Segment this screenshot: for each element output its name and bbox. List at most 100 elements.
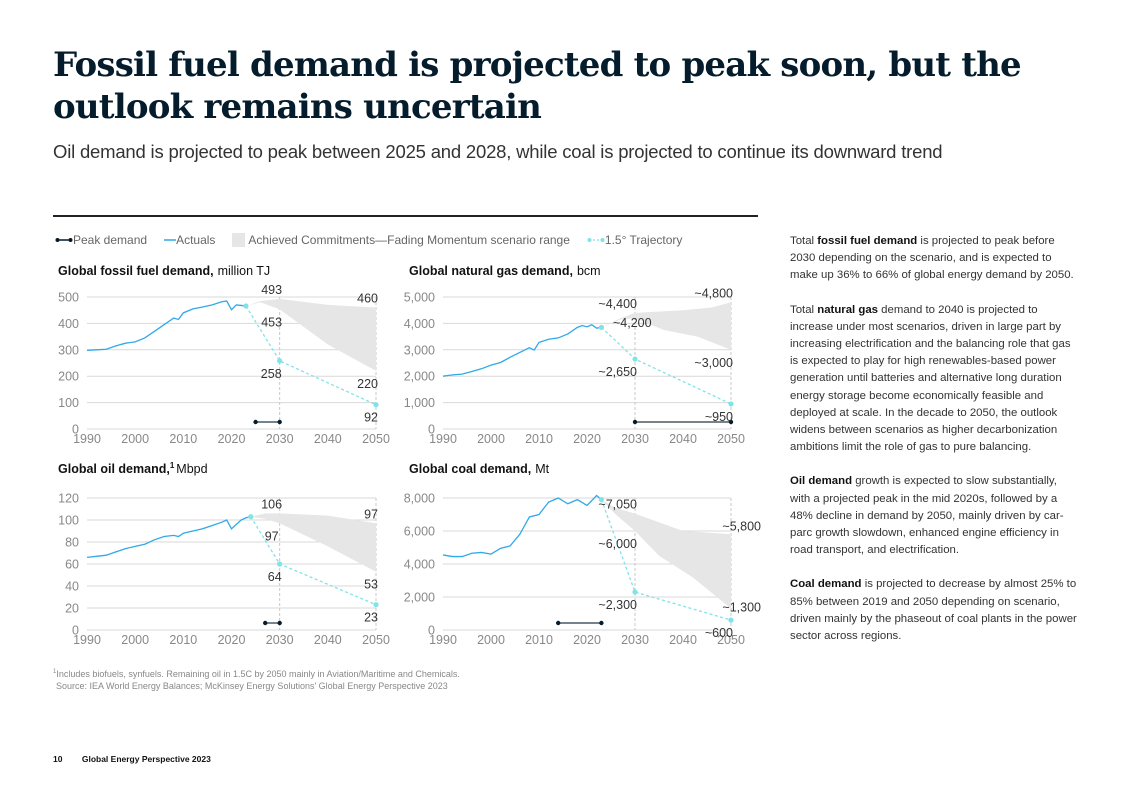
data-label: 23 [364,611,378,625]
footnote-text: Includes biofuels, synfuels. Remaining o… [56,669,460,679]
publication-name: Global Energy Perspective 2023 [81,754,211,764]
x-tick-label: 2010 [525,432,553,446]
chart-title: Global coal demand, Mt [409,462,550,476]
y-tick-label: 400 [58,317,79,331]
y-tick-label: 5,000 [404,291,435,305]
chart-unit: million TJ [218,264,271,278]
x-tick-label: 2020 [218,432,246,446]
data-label: 258 [261,367,282,381]
para-text: Total [790,303,818,316]
data-label: ~600 [705,626,733,640]
data-label: ~950 [705,410,733,424]
para-bold: natural gas [817,303,879,316]
chart-title-footnote-marker: 1 [170,461,175,470]
x-tick-label: 2010 [169,432,197,446]
y-tick-label: 300 [58,343,79,357]
data-label: ~7,050 [598,498,637,512]
x-tick-label: 2030 [266,633,294,647]
trajectory-point [728,617,734,623]
sidebar-paragraph-coal: Coal demand is projected to decrease by … [790,576,1080,645]
trajectory-point [632,356,638,362]
peak-demand-icon [55,238,73,242]
trajectory-line [245,305,377,406]
trajectory-point [243,303,249,309]
data-label: 493 [261,283,282,297]
data-label: 92 [364,411,378,425]
trajectory-point [373,402,379,408]
x-tick-label: 2020 [573,432,601,446]
x-tick-label: 2030 [621,432,649,446]
data-label: ~5,800 [722,519,761,533]
chart-fossil: Global fossil fuel demand, million TJ 0 100… [58,264,390,446]
chart-legend: Peak demand Actuals Achieved Commitments… [55,233,699,247]
footnote: 1Includes biofuels, synfuels. Remaining … [53,667,460,692]
legend-label-actuals: Actuals [176,233,216,247]
trajectory-point [728,401,734,407]
x-tick-label: 2040 [314,432,342,446]
actuals-line [86,300,247,351]
x-tick-label: 1990 [73,432,101,446]
data-label: ~4,400 [598,297,637,311]
y-tick-label: 200 [58,370,79,384]
x-tick-label: 2020 [218,633,246,647]
sidebar-paragraph-fossil: Total fossil fuel demand is projected to… [790,233,1080,285]
x-tick-label: 2010 [169,633,197,647]
x-tick-label: 2050 [717,633,745,647]
data-label: 453 [261,315,282,329]
footnote-source: Source: IEA World Energy Balances; McKin… [56,680,448,691]
x-tick-label: 2040 [669,432,697,446]
chart-unit: bcm [577,264,601,278]
y-tick-label: 60 [65,558,79,572]
page-title: Fossil fuel demand is projected to peak … [53,45,1022,127]
para-text: demand to 2040 is projected to increase … [790,303,1071,454]
chart-title: Global fossil fuel demand, million TJ [58,264,270,278]
data-label: 64 [268,570,282,584]
para-bold: fossil fuel demand [817,235,918,247]
peak-demand-endpoint [632,419,638,425]
y-tick-label: 500 [58,291,79,305]
y-tick-label: 40 [65,580,79,594]
data-label: ~4,800 [694,286,733,300]
peak-demand-endpoint [599,620,604,626]
legend-label-trajectory: 1.5° Trajectory [604,233,683,247]
x-tick-label: 2000 [121,633,149,647]
chart-oil: Global oil demand,1 Mbpd02040608010012019… [58,461,390,647]
sidebar-commentary: Total fossil fuel demand is projected to… [790,233,1080,662]
legend-item-trajectory: 1.5° Trajectory [587,233,683,247]
data-label: ~2,650 [598,365,637,379]
trajectory-point [598,497,605,503]
x-tick-label: 2020 [573,633,601,647]
y-tick-label: 120 [58,492,79,506]
y-tick-label: 100 [58,396,79,410]
page-subtitle: Oil demand is projected to peak between … [53,141,943,162]
x-tick-label: 2040 [669,633,697,647]
y-tick-label: 4,000 [404,317,435,331]
page-footer: 10 Global Energy Perspective 2023 [53,754,211,764]
y-tick-label: 6,000 [404,525,435,539]
chart-title: Global oil demand,1 Mbpd [58,461,208,476]
y-tick-label: 100 [58,514,79,528]
peak-demand-endpoint [277,620,282,626]
legend-label-peak: Peak demand [73,233,148,247]
trajectory-point [277,358,283,364]
actuals-line-icon [164,239,177,241]
legend-item-range: Achieved Commitments—Fading Momentum sce… [232,233,570,247]
y-tick-label: 1,000 [404,396,435,410]
x-tick-label: 2050 [717,432,745,446]
actuals-line [442,494,602,558]
chart-coal: Global coal demand, Mt 0 2,000 4,000 6,000 8,0… [404,462,761,647]
data-label: 97 [265,529,279,543]
para-bold: Coal demand [790,578,862,591]
data-label: 97 [364,507,378,521]
trajectory-point [598,324,605,330]
y-tick-label: 0 [72,423,79,437]
range-swatch-icon [232,233,246,247]
y-tick-label: 0 [428,624,435,638]
y-tick-label: 20 [65,602,79,616]
trajectory-point [248,514,254,520]
chart-title-bold: Global oil demand, [58,462,170,476]
sidebar-paragraph-oil: Oil demand growth is expected to slow su… [790,473,1080,559]
para-bold: Oil demand [790,475,853,488]
data-label: ~2,300 [598,598,637,612]
